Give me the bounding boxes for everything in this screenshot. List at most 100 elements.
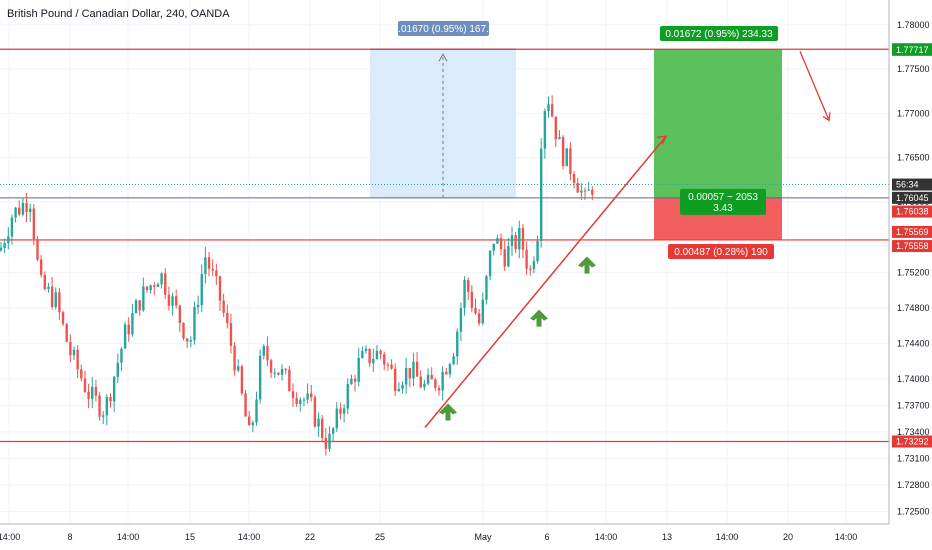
candle-body	[386, 364, 390, 366]
svg-text:1.77717: 1.77717	[896, 45, 929, 55]
candle-body	[175, 296, 178, 306]
candle-body	[32, 208, 36, 240]
candle-body	[415, 361, 419, 377]
svg-text:3.43: 3.43	[713, 203, 733, 214]
candle-body	[339, 408, 342, 414]
candles	[0, 95, 594, 456]
candle-body	[244, 393, 247, 417]
price-tag: 1.76045	[892, 191, 932, 204]
candle-body	[54, 292, 57, 308]
candle-body	[514, 235, 517, 250]
candle-body	[342, 408, 346, 414]
candle-body	[350, 378, 353, 385]
candle-body	[423, 383, 426, 388]
candle-body	[36, 239, 39, 260]
y-tick-label: 1.73700	[897, 400, 930, 410]
candle-body	[412, 361, 415, 379]
candle-body	[171, 296, 174, 306]
candle-body	[346, 384, 349, 409]
candle-body	[248, 416, 251, 426]
candle-body	[576, 183, 579, 193]
candle-body	[112, 376, 116, 402]
candle-body	[43, 274, 46, 289]
candle-body	[390, 364, 393, 369]
candle-body	[284, 369, 287, 371]
candle-body	[310, 393, 313, 398]
candle-body	[547, 104, 550, 112]
price-axis-panel[interactable]	[889, 0, 932, 550]
x-tick-label: 22	[305, 532, 315, 542]
candle-body	[404, 368, 408, 385]
candle-body	[178, 305, 182, 323]
candle-body	[379, 350, 382, 355]
y-tick-label: 1.73400	[897, 427, 930, 437]
candle-body	[481, 299, 484, 324]
y-tick-label: 1.78000	[897, 20, 930, 30]
candle-body	[160, 273, 163, 285]
candle-body	[558, 137, 561, 140]
price-tag: 56:34	[892, 178, 932, 191]
candle-body	[185, 338, 189, 342]
candle-body	[226, 312, 229, 324]
x-tick-label: 8	[67, 532, 72, 542]
candle-body	[463, 279, 466, 308]
trend-line[interactable]	[424, 135, 667, 428]
candle-body	[273, 372, 276, 374]
price-tags: 1.777241.7771756:341.760451.760381.75569…	[892, 43, 932, 448]
candle-body	[50, 286, 54, 308]
candle-body	[69, 341, 72, 356]
y-tick-label: 1.75200	[897, 268, 930, 278]
candle-body	[561, 137, 565, 167]
candle-body	[91, 386, 94, 400]
svg-text:56:34: 56:34	[896, 180, 919, 190]
y-tick-label: 1.77000	[897, 108, 930, 118]
candle-body	[572, 173, 576, 184]
candle-body	[459, 307, 463, 332]
candle-body	[434, 379, 437, 388]
candle-body	[375, 350, 379, 360]
candle-body	[426, 374, 430, 384]
x-tick-label: 14:00	[595, 532, 618, 542]
candle-body	[29, 208, 32, 212]
up-arrow-icon	[530, 309, 548, 327]
candle-body	[383, 354, 386, 365]
x-tick-label: 6	[544, 532, 549, 542]
candle-body	[218, 276, 222, 301]
candle-body	[496, 238, 499, 244]
candle-body	[291, 391, 295, 398]
candle-body	[543, 111, 547, 149]
candle-body	[437, 387, 441, 391]
drawings[interactable]: 0.01670 (0.95%) 167.0 0.01672 (0.95%) 234…	[393, 21, 831, 428]
up-arrow-icon	[439, 403, 457, 421]
candle-body	[255, 399, 258, 423]
price-tag: 1.73292	[892, 435, 932, 448]
candle-body	[14, 207, 17, 218]
candle-body	[288, 369, 291, 392]
candle-body	[18, 207, 21, 215]
candle-body	[485, 276, 488, 300]
candle-body	[277, 372, 280, 375]
down-projection-arrow[interactable]	[799, 50, 830, 121]
candle-body	[200, 274, 203, 306]
candle-body	[80, 369, 83, 379]
candle-body	[47, 286, 50, 289]
candle-body	[109, 396, 112, 402]
candle-body	[65, 323, 68, 342]
profit-zone	[654, 49, 782, 198]
svg-text:0.00487 (0.28%) 190: 0.00487 (0.28%) 190	[674, 247, 768, 258]
candle-body	[503, 249, 506, 267]
candle-body	[98, 395, 101, 417]
candle-body	[565, 148, 568, 167]
candle-body	[105, 396, 109, 416]
candle-body	[521, 227, 525, 250]
candle-body	[0, 247, 3, 251]
trend-line-arrowhead	[656, 135, 668, 145]
candle-body	[419, 376, 422, 388]
candle-body	[156, 284, 160, 287]
time-axis-ticks: 14:00 8 14:00 15 14:00 22 25 May 6 14:00 13 14:00 20…	[0, 532, 857, 542]
price-tag: 1.77717	[892, 43, 932, 56]
candle-body	[215, 270, 218, 277]
x-tick-label: 13	[662, 532, 672, 542]
candle-body	[207, 257, 211, 269]
